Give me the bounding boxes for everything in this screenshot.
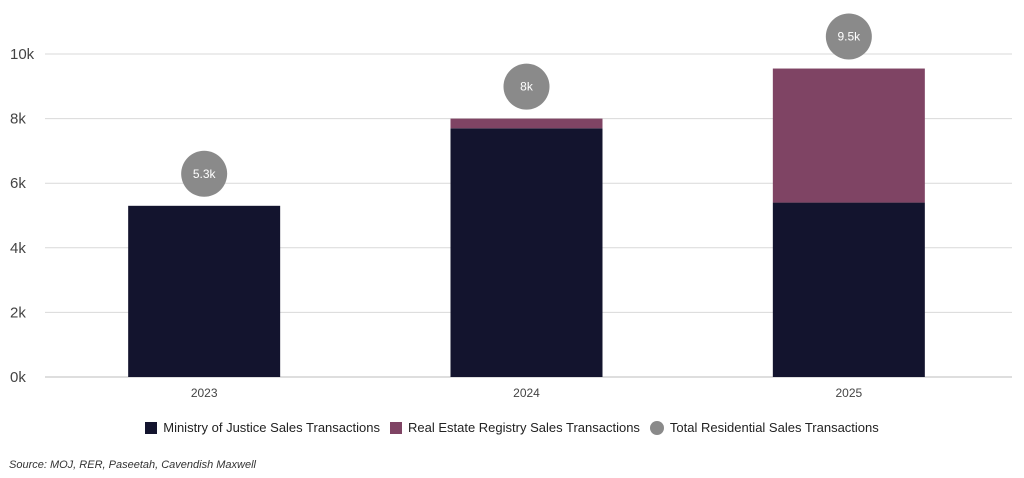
- bars: [128, 68, 925, 377]
- total-bubble-label: 8k: [520, 80, 534, 94]
- total-bubble: [825, 13, 872, 60]
- y-tick-label: 8k: [10, 111, 26, 128]
- y-tick-label: 0k: [10, 369, 26, 386]
- source-note: Source: MOJ, RER, Paseetah, Cavendish Ma…: [9, 459, 256, 471]
- total-bubble-label: 9.5k: [837, 30, 861, 44]
- chart: 5.3k 8k 9.5k 0k 2k 4k 6k 8k 10k 2023 2024 2025: [10, 13, 1012, 400]
- bar-segment-rer-2024: [450, 118, 603, 129]
- x-tick-label: 2024: [513, 386, 540, 400]
- total-bubble: [503, 63, 550, 110]
- axes: 0k 2k 4k 6k 8k 10k 2023 2024 2025: [10, 46, 863, 400]
- x-tick-label: 2025: [835, 386, 862, 400]
- legend-label-moj: Ministry of Justice Sales Transactions: [163, 420, 380, 435]
- legend-swatch-total: [649, 420, 664, 435]
- legend-item-total: Total Residential Sales Transactions: [649, 420, 879, 435]
- y-tick-label: 2k: [10, 304, 26, 321]
- legend-label-rer: Real Estate Registry Sales Transactions: [407, 420, 640, 435]
- legend-swatch-moj: [145, 421, 158, 434]
- bar-segment-moj-2023: [128, 205, 281, 377]
- total-bubble-label: 5.3k: [193, 167, 217, 181]
- bar-segment-moj-2024: [450, 128, 603, 377]
- legend-item-moj: Ministry of Justice Sales Transactions: [145, 420, 380, 435]
- x-tick-label: 2023: [191, 386, 218, 400]
- bar-segment-moj-2025: [772, 202, 925, 377]
- total-bubble: [181, 150, 228, 197]
- legend-swatch-rer: [389, 421, 402, 434]
- total-bubbles: 5.3k 8k 9.5k: [181, 13, 872, 197]
- y-tick-label: 4k: [10, 240, 26, 257]
- y-tick-label: 10k: [10, 46, 35, 63]
- y-tick-label: 6k: [10, 175, 26, 192]
- legend-label-total: Total Residential Sales Transactions: [669, 420, 879, 435]
- legend: Ministry of Justice Sales Transactions R…: [0, 420, 1024, 435]
- bar-segment-rer-2025: [772, 68, 925, 203]
- legend-item-rer: Real Estate Registry Sales Transactions: [389, 420, 640, 435]
